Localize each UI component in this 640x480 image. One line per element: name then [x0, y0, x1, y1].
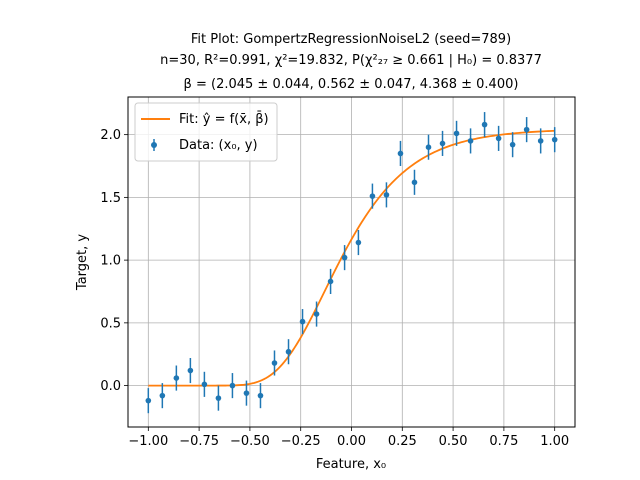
data-marker	[523, 126, 530, 133]
data-marker	[439, 140, 446, 147]
data-marker	[215, 395, 222, 401]
data-marker	[397, 150, 404, 157]
chart-title-line-1: Fit Plot: GompertzRegressionNoiseL2 (see…	[191, 32, 511, 47]
data-point	[495, 125, 502, 151]
data-marker	[285, 348, 292, 355]
data-point	[201, 371, 208, 397]
y-axis-label: Target, y	[75, 234, 90, 291]
x-tick-label: −0.25	[281, 434, 321, 449]
data-point	[271, 350, 278, 376]
data-marker	[369, 193, 376, 199]
legend-box	[134, 102, 278, 162]
y-tick-label: 0.5	[100, 316, 121, 331]
x-axis-label: Feature, x₀	[316, 457, 386, 472]
data-point	[159, 383, 166, 409]
data-point	[411, 169, 418, 195]
data-marker	[383, 192, 390, 198]
data-point	[327, 268, 334, 294]
x-tick-label: 0.00	[337, 434, 366, 449]
x-tick-layer: −1.00 −0.75 −0.50 −0.25 0.00 0.25 0.50 0.75 1.00	[128, 427, 569, 449]
data-point	[285, 339, 292, 365]
data-point	[509, 132, 516, 158]
data-point	[341, 245, 348, 271]
data-marker	[467, 138, 474, 144]
x-tick-label: 0.75	[489, 434, 518, 449]
data-point	[397, 140, 404, 167]
data-marker	[551, 136, 558, 143]
x-tick-label: 0.50	[439, 434, 468, 449]
data-point	[523, 117, 530, 143]
fit-curve	[148, 129, 555, 387]
data-marker	[271, 360, 278, 366]
data-point	[467, 128, 474, 154]
data-marker	[411, 179, 418, 186]
data-marker	[453, 130, 460, 137]
x-tick-label: 1.00	[540, 434, 569, 449]
legend-data-marker	[151, 142, 157, 148]
data-marker	[229, 382, 236, 389]
data-layer	[145, 112, 558, 414]
data-marker	[313, 311, 320, 317]
data-point	[355, 230, 362, 256]
y-tick-layer: 0.0 0.5 1.0 1.5 2.0	[100, 128, 128, 394]
fit-layer	[148, 129, 555, 387]
data-point	[453, 120, 460, 146]
data-marker	[355, 239, 362, 246]
data-point	[481, 112, 488, 138]
data-point	[257, 383, 264, 409]
data-point	[229, 373, 236, 399]
data-point	[215, 385, 222, 411]
data-point	[145, 388, 152, 414]
data-marker	[257, 392, 264, 399]
data-marker	[425, 144, 432, 150]
data-point	[439, 130, 446, 156]
x-tick-label: 0.25	[388, 434, 417, 449]
data-marker	[243, 390, 250, 396]
data-point	[243, 380, 250, 406]
legend-fit-label: Fit: ŷ = f(x̄, β̄)	[179, 112, 269, 127]
data-marker	[201, 381, 208, 388]
data-point	[369, 183, 376, 209]
chart-title-line-3: β = (2.045 ± 0.044, 0.562 ± 0.047, 4.368…	[184, 77, 519, 92]
data-marker	[341, 254, 348, 261]
data-marker	[299, 318, 306, 325]
data-point	[173, 365, 180, 391]
data-marker	[327, 278, 334, 285]
data-marker	[173, 375, 180, 381]
legend-data-label: Data: (x₀, y)	[179, 138, 258, 153]
data-point	[537, 128, 544, 154]
x-tick-label: −0.50	[230, 434, 270, 449]
data-point	[551, 127, 558, 153]
data-point	[383, 182, 390, 208]
y-tick-label: 1.5	[100, 191, 121, 206]
data-marker	[145, 397, 152, 404]
data-point	[187, 357, 194, 384]
y-tick-label: 1.0	[100, 254, 121, 269]
x-tick-label: −0.75	[179, 434, 219, 449]
data-marker	[495, 135, 502, 142]
data-point	[425, 134, 432, 160]
data-marker	[159, 392, 166, 399]
data-marker	[537, 138, 544, 144]
legend: Fit: ŷ = f(x̄, β̄) Data: (x₀, y)	[134, 102, 278, 162]
data-point	[313, 301, 320, 327]
chart-title-line-2: n=30, R²=0.991, χ²=19.832, P(χ²₂₇ ≥ 0.66…	[160, 53, 542, 68]
data-marker	[509, 141, 516, 148]
data-point	[299, 309, 306, 335]
data-marker	[481, 121, 488, 128]
x-tick-label: −1.00	[128, 434, 168, 449]
data-marker	[187, 367, 194, 374]
y-tick-label: 0.0	[100, 379, 121, 394]
y-tick-label: 2.0	[100, 128, 121, 143]
